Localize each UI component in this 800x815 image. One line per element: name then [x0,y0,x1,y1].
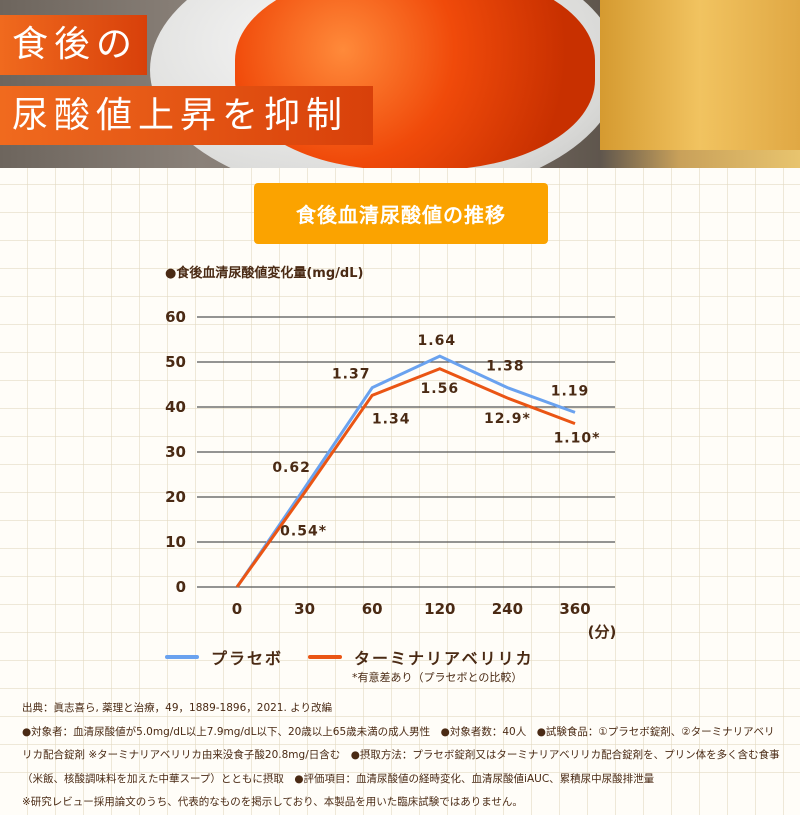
x-tick-label: 360 [559,600,590,618]
y-tick-label: 0 [176,578,186,596]
y-tick-label: 30 [165,443,186,461]
legend-label-terminalia: ターミナリアベリリカ [354,645,534,669]
y-tick-label: 40 [165,398,186,416]
legend-terminalia: ターミナリアベリリカ [308,645,534,669]
y-tick-label: 60 [165,308,186,326]
significance-note: *有意差あり（プラセボとの比較） [352,669,522,685]
x-tick-label: 60 [362,600,383,618]
legend-placebo: プラセボ [165,645,283,669]
footnote-disclaimer: ※研究レビュー採用論文のうち、代表的なものを掲示しており、本製品を用いた臨床試験… [22,791,792,815]
legend-swatch-placebo [165,655,199,659]
x-tick-label: 240 [492,600,523,618]
footnote-line: リカ配合錠剤 ※ターミナリアベリリカ由来没食子酸20.8mg/日含む ●摂取方法… [22,744,792,768]
x-tick-label: 120 [424,600,455,618]
x-tick-label: 30 [294,600,315,618]
footnote-line: ●対象者：血清尿酸値が5.0mg/dL以上7.9mg/dL以下、20歳以上65歳… [22,721,792,745]
y-tick-label: 20 [165,488,186,506]
data-label: 1.56 [421,381,460,397]
x-tick-label: 0 [232,600,242,618]
footnote-line: （米飯、核酸調味料を加えた中華スープ）とともに摂取 ●評価項目：血清尿酸値の経時… [22,768,792,792]
y-tick-label: 50 [165,353,186,371]
data-label: 1.34 [372,411,411,427]
y-tick-label: 10 [165,533,186,551]
x-axis-unit: (分) [588,623,617,641]
data-label: 0.54* [280,524,327,540]
data-label: 0.62 [272,460,311,476]
series-line-terminalia [237,369,575,587]
legend-swatch-terminalia [308,655,342,659]
legend-label-placebo: プラセボ [211,645,283,669]
data-label: 1.10* [554,431,601,447]
data-label: 1.37 [332,367,371,383]
footnotes: 出典：眞志喜ら, 薬理と治療，49，1889-1896，2021. より改編 ●… [22,697,792,815]
footnote-source: 出典：眞志喜ら, 薬理と治療，49，1889-1896，2021. より改編 [22,697,792,721]
data-label: 1.19 [551,383,590,399]
data-label: 1.38 [486,359,525,375]
data-label: 1.64 [418,333,457,349]
data-label: 12.9* [484,411,531,427]
